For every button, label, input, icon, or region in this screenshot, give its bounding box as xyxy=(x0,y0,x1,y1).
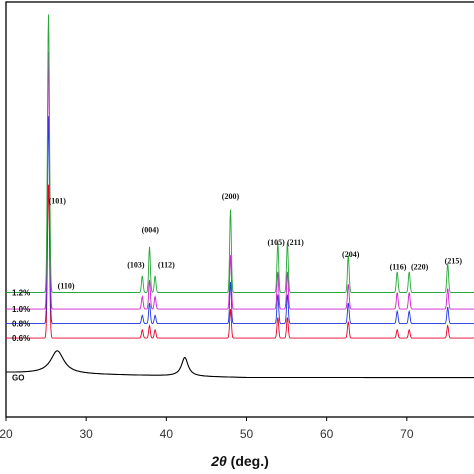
x-axis-title: 2θ (deg.) xyxy=(210,453,269,469)
series-line-1 xyxy=(6,184,474,339)
x-axis-title-unit: (deg.) xyxy=(227,453,269,469)
series-line-3 xyxy=(6,51,474,310)
series-label-3: 1.0% xyxy=(12,305,30,314)
x-tick-label-4: 60 xyxy=(320,427,334,441)
x-tick-label-1: 30 xyxy=(79,427,93,441)
series-label-0: GO xyxy=(12,374,24,383)
peak-label-3: (004) xyxy=(142,225,160,234)
plot-frame xyxy=(5,1,474,418)
x-tick-label-0: 20 xyxy=(0,427,13,441)
series-label-4: 1.2% xyxy=(12,289,30,298)
x-tick-label-5: 70 xyxy=(400,427,414,441)
x-tick-label-2: 40 xyxy=(160,427,174,441)
series-line-2 xyxy=(6,116,474,325)
series-label-1: 0.6% xyxy=(12,334,30,343)
x-tick-label-3: 50 xyxy=(240,427,254,441)
peak-label-11: (215) xyxy=(445,256,463,265)
series-label-2: 0.8% xyxy=(12,320,30,329)
peak-label-8: (204) xyxy=(342,250,360,259)
peak-label-2: (103) xyxy=(127,261,145,270)
peak-label-4: (112) xyxy=(158,261,175,270)
peak-label-10: (220) xyxy=(411,263,429,272)
series-line-4 xyxy=(6,14,474,293)
peak-label-1: (110) xyxy=(58,281,75,290)
peak-label-6: (105) xyxy=(267,238,285,247)
series-group xyxy=(6,14,474,379)
peak-label-9: (116) xyxy=(390,263,407,272)
annotations-group: (101) (110) (103) (004) (112) (200) (105) (211)… xyxy=(49,192,463,290)
peak-label-7: (211) xyxy=(287,238,304,247)
series-labels-group: GO 0.6% 0.8% 1.0% 1.2% xyxy=(12,289,30,383)
peak-label-0: (101) xyxy=(49,196,67,205)
peak-label-5: (200) xyxy=(222,192,240,201)
series-line-0 xyxy=(6,350,474,379)
x-axis-title-symbol: 2θ xyxy=(210,453,227,469)
ticks-group: 20 30 40 50 60 70 xyxy=(0,417,414,441)
